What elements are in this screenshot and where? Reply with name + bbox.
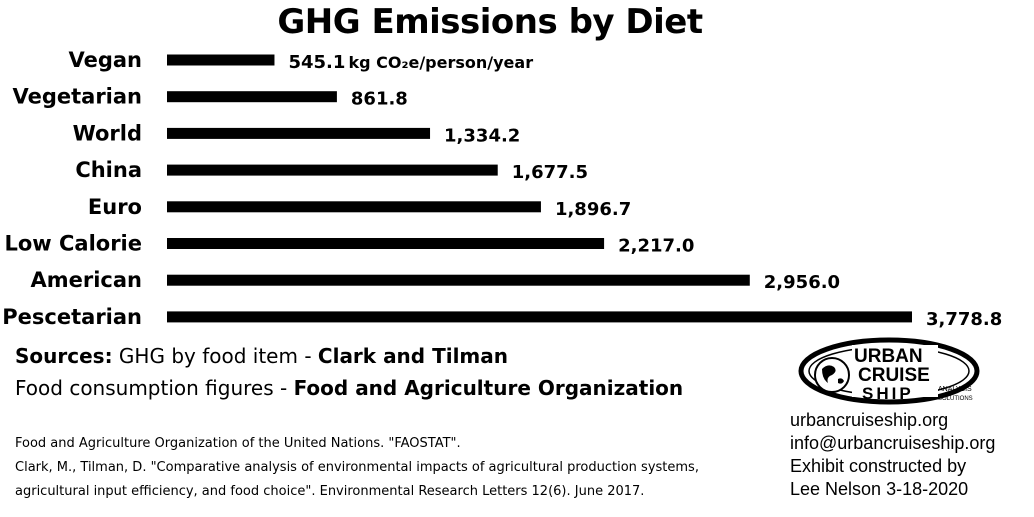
reference-line: Food and Agriculture Organization of the… <box>15 436 461 451</box>
value-label: 1,677.5 <box>512 162 588 183</box>
logo-tag-analysis: ANALYSIS <box>938 386 972 393</box>
credit-line: Lee Nelson 3-18-2020 <box>790 479 969 499</box>
sources-line-2: Food consumption figures - Food and Agri… <box>15 372 683 404</box>
value-label: 2,217.0 <box>618 236 694 257</box>
bar <box>167 311 912 323</box>
logo-tag-solutions: SOLUTIONS <box>938 396 973 402</box>
category-label: Vegetarian <box>12 85 142 109</box>
urban-cruise-ship-logo: URBAN CRUISE SHIP ANALYSIS SOLUTIONS <box>798 337 980 405</box>
logo-word-ship: SHIP <box>862 384 914 403</box>
bar <box>167 127 431 139</box>
bar <box>167 274 750 286</box>
sources-block: Sources: GHG by food item - Clark and Ti… <box>15 340 683 404</box>
value-label: 1,334.2 <box>444 125 520 146</box>
bar <box>167 201 541 213</box>
website-link[interactable]: urbancruiseship.org <box>790 410 949 430</box>
value-label: 3,778.8 <box>926 309 1002 330</box>
category-label: Vegan <box>69 48 143 72</box>
category-label: American <box>30 268 142 292</box>
value-label: 861.8 <box>351 89 408 110</box>
value-label: 545.1 <box>288 52 345 73</box>
chart-title: GHG Emissions by Diet <box>277 2 703 42</box>
category-label: Pescetarian <box>2 305 142 329</box>
unit-label: kg CO₂e/person/year <box>348 53 533 72</box>
category-label: World <box>73 121 142 145</box>
globe-continents <box>822 365 844 384</box>
value-label: 1,896.7 <box>555 199 631 220</box>
logo-word-cruise: CRUISE <box>858 365 930 386</box>
value-label: 2,956.0 <box>764 272 840 293</box>
sources-line-1-text: GHG by food item - <box>112 344 318 368</box>
sources-line-2-bold: Food and Agriculture Organization <box>293 376 684 400</box>
logo-text-backdrop <box>852 345 938 397</box>
category-label: China <box>75 158 142 182</box>
sources-line-2-text: Food consumption figures - <box>15 376 294 400</box>
reference-line: Clark, M., Tilman, D. "Comparative analy… <box>15 460 699 475</box>
bar <box>167 54 275 66</box>
references: Food and Agriculture Organization of the… <box>15 432 699 504</box>
sources-prefix: Sources: <box>15 344 113 368</box>
brand-info: urbancruiseship.org info@urbancruiseship… <box>790 409 995 501</box>
credit-line: Exhibit constructed by <box>790 456 967 476</box>
logo-word-urban: URBAN <box>854 346 923 367</box>
bar <box>167 238 605 249</box>
category-label: Low Calorie <box>4 232 142 256</box>
logo-ring-outer <box>798 337 980 405</box>
reference-line: agricultural input efficiency, and food … <box>15 484 645 499</box>
category-label: Euro <box>88 195 142 219</box>
bar <box>167 91 337 103</box>
bar-chart: Vegan 545.1 kg CO₂e/person/year Vegetarian 8… <box>2 48 1002 330</box>
sources-line-1-bold: Clark and Tilman <box>317 344 509 368</box>
bar <box>167 164 498 176</box>
email-link[interactable]: info@urbancruiseship.org <box>790 433 996 453</box>
sources-line-1: Sources: GHG by food item - Clark and Ti… <box>15 340 683 372</box>
